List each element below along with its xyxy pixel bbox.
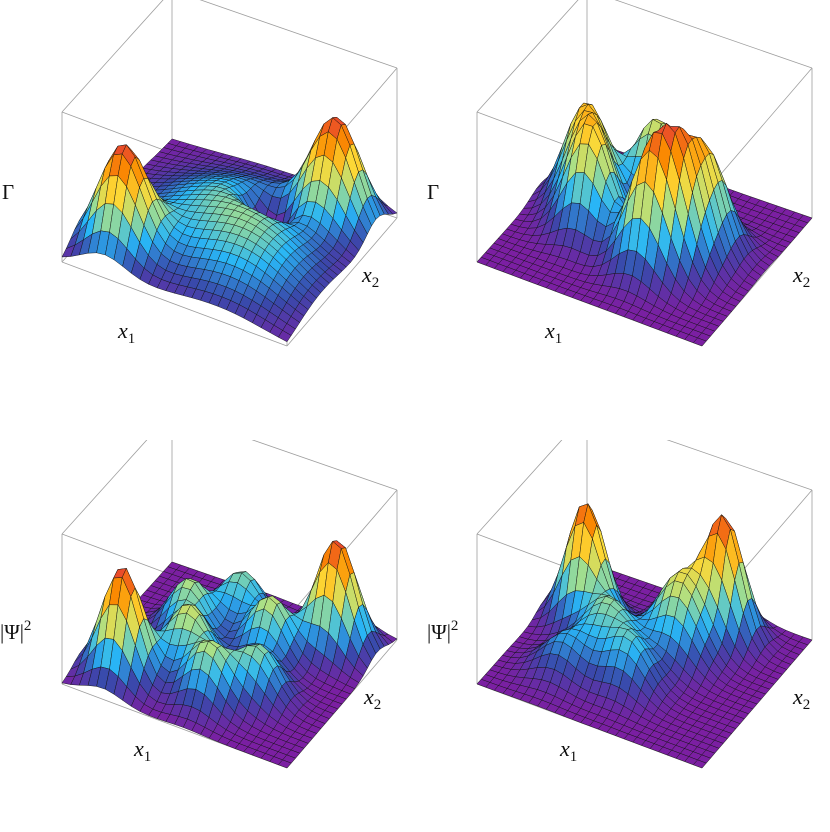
surface-plot-gamma-2: Γ x1 x2 bbox=[415, 0, 830, 415]
surface-plot-canvas bbox=[476, 440, 813, 769]
x2-axis-label: x2 bbox=[793, 262, 811, 291]
box-edge bbox=[614, 0, 813, 69]
x2-axis-label: x2 bbox=[364, 684, 382, 713]
surface-cell bbox=[692, 337, 707, 347]
box-edge bbox=[61, 0, 164, 113]
box-edge bbox=[476, 440, 563, 535]
surface-cell bbox=[692, 759, 707, 769]
surface-mesh bbox=[476, 102, 813, 347]
surface-plot-canvas bbox=[476, 0, 813, 347]
box-edge bbox=[286, 217, 398, 347]
box-edge bbox=[199, 0, 398, 69]
surface-mesh bbox=[61, 116, 398, 343]
surface-plot-gamma-1: Γ x1 x2 bbox=[0, 0, 415, 415]
surface-mesh bbox=[61, 540, 398, 769]
box-edge bbox=[666, 440, 813, 491]
z-axis-label: |Ψ|2 bbox=[0, 618, 32, 644]
surface-plot-psi-1: |Ψ|2 x1 x2 bbox=[0, 440, 415, 832]
x1-axis-label: x1 bbox=[545, 318, 563, 347]
surface-plot-psi-2: |Ψ|2 x1 x2 bbox=[415, 440, 830, 832]
surface-cell bbox=[277, 759, 292, 769]
x1-axis-label: x1 bbox=[134, 736, 152, 765]
surface-plot-canvas bbox=[61, 0, 398, 347]
x1-axis-label: x1 bbox=[560, 736, 578, 765]
z-axis-label: |Ψ|2 bbox=[427, 618, 459, 644]
box-edge bbox=[251, 440, 398, 491]
x2-axis-label: x2 bbox=[793, 684, 811, 713]
x2-axis-label: x2 bbox=[362, 262, 380, 291]
surface-plot-canvas bbox=[61, 440, 398, 769]
box-edge bbox=[61, 261, 288, 347]
z-axis-label: Γ bbox=[2, 180, 15, 204]
surface-cell bbox=[277, 330, 292, 343]
x1-axis-label: x1 bbox=[118, 318, 136, 347]
z-axis-label: Γ bbox=[427, 180, 440, 204]
box-edge bbox=[476, 0, 579, 113]
box-edge bbox=[61, 440, 148, 535]
surface-mesh bbox=[476, 503, 813, 769]
